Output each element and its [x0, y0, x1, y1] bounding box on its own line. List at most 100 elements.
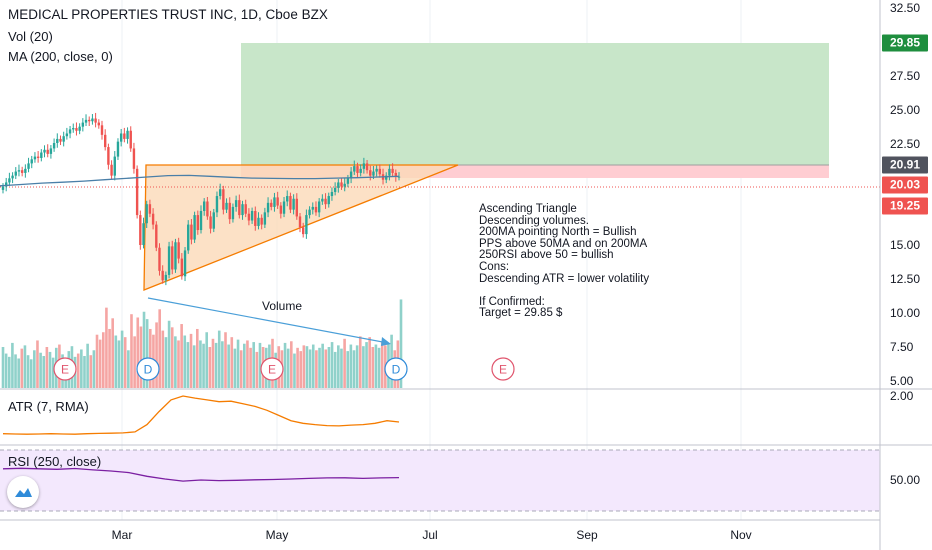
candle-body	[327, 196, 330, 205]
candle-body	[202, 201, 206, 211]
volume-bar	[4, 353, 8, 388]
chart-title: MEDICAL PROPERTIES TRUST INC, 1D, Cboe B…	[8, 7, 328, 22]
volume-bar	[252, 342, 256, 388]
volume-bar	[211, 338, 215, 388]
candle-body	[362, 163, 366, 169]
volume-bar	[80, 349, 83, 388]
candle-body	[209, 216, 212, 229]
tradingview-logo[interactable]	[7, 476, 39, 508]
price-tick: 25.00	[890, 103, 921, 117]
volume-bar	[305, 346, 309, 388]
last-price-badge: 20.03	[882, 176, 928, 194]
target-zone	[241, 43, 829, 165]
volume-bar	[42, 356, 46, 388]
candle-body	[369, 170, 372, 176]
candle-body	[75, 128, 78, 131]
candle-body	[270, 202, 273, 207]
volume-bar	[327, 347, 331, 388]
volume-bar	[330, 342, 334, 388]
volume-bar	[130, 314, 133, 388]
earnings-marker[interactable]: E	[491, 357, 515, 381]
candle-body	[135, 168, 139, 216]
volume-bar	[183, 335, 187, 388]
candle-body	[11, 175, 14, 179]
volume-bar	[170, 327, 174, 388]
volume-bar	[343, 338, 346, 388]
dividend-marker[interactable]: D	[384, 357, 408, 381]
candle-body	[359, 168, 362, 173]
volume-bar	[208, 347, 212, 388]
volume-bar	[105, 307, 108, 388]
earnings-marker[interactable]: E	[260, 357, 284, 381]
volume-bar	[233, 348, 237, 388]
rsi-indicator-label[interactable]: RSI (250, close)	[8, 454, 102, 469]
volume-bar	[33, 350, 36, 388]
ma-indicator-label[interactable]: MA (200, close, 0)	[8, 49, 113, 64]
candle-body	[81, 122, 85, 127]
volume-bar	[48, 351, 52, 388]
atr-indicator-label[interactable]: ATR (7, RMA)	[8, 399, 89, 414]
earnings-marker-text: E	[268, 363, 276, 377]
candle-body	[385, 175, 388, 180]
volume-bar	[29, 359, 33, 388]
volume-bar	[120, 330, 124, 388]
candle-body	[97, 122, 101, 126]
candle-body	[174, 242, 177, 270]
volume-bar	[133, 336, 136, 388]
volume-bar	[221, 341, 224, 388]
candle-body	[139, 215, 142, 245]
volume-bar	[286, 348, 290, 388]
dividend-marker-text: D	[392, 363, 401, 377]
candle-body	[161, 270, 164, 281]
volume-bar	[108, 328, 111, 388]
volume-bar	[293, 353, 296, 388]
candle-body	[126, 130, 129, 139]
candle-body	[59, 138, 62, 142]
volume-bar	[95, 334, 99, 388]
volume-bar	[236, 339, 240, 388]
volume-bar	[114, 335, 118, 388]
atr-tick: 2.00	[890, 389, 914, 403]
volume-bar	[349, 344, 353, 388]
candle-body	[129, 130, 132, 149]
candle-body	[113, 156, 116, 176]
candle-body	[196, 215, 200, 231]
candle-body	[234, 200, 238, 207]
volume-bar	[23, 345, 27, 388]
candle-body	[110, 164, 113, 176]
candle-body	[321, 198, 324, 202]
note-line: Ascending Triangle	[479, 203, 577, 215]
candle-body	[84, 119, 88, 123]
ma-200-line	[0, 174, 400, 187]
volume-bar	[249, 347, 252, 388]
dividend-marker[interactable]: D	[136, 357, 160, 381]
earnings-marker[interactable]: E	[53, 357, 77, 381]
stop-price-badge: 19.25	[882, 197, 928, 215]
rsi-line	[2, 467, 400, 482]
candle-body	[43, 149, 46, 153]
candle-body	[394, 172, 398, 177]
volume-bar	[243, 343, 246, 388]
volume-bar	[199, 340, 202, 388]
candle-body	[378, 168, 382, 175]
volume-bar	[246, 340, 249, 388]
candle-body	[295, 198, 299, 217]
volume-bar	[337, 345, 340, 388]
candle-body	[206, 201, 209, 217]
volume-bar	[290, 341, 293, 388]
volume-bar	[299, 351, 303, 388]
volume-bar	[7, 356, 11, 388]
candle-body	[62, 136, 65, 142]
candle-body	[365, 163, 369, 171]
target-price-badge: 29.85	[882, 34, 928, 52]
candle-body	[183, 250, 187, 277]
candle-body	[27, 163, 30, 169]
rsi-band	[0, 450, 880, 511]
volume-bar	[324, 349, 328, 388]
volume-bar	[315, 350, 318, 388]
candle-body	[52, 143, 56, 149]
candle-body	[107, 147, 110, 165]
volume-indicator-label[interactable]: Vol (20)	[8, 29, 53, 44]
candle-body	[68, 129, 72, 134]
